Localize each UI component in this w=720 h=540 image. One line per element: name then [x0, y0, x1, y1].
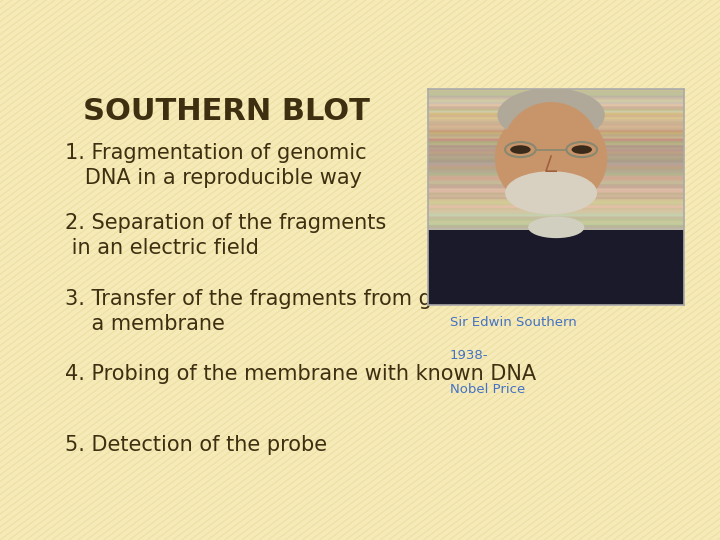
Text: (1977): (1977): [443, 97, 519, 117]
Text: 2. Separation of the fragments
 in an electric field: 2. Separation of the fragments in an ele…: [65, 213, 386, 258]
Text: 1938-: 1938-: [450, 349, 488, 362]
Ellipse shape: [498, 88, 605, 142]
Ellipse shape: [505, 171, 597, 214]
Text: Nobel Price: Nobel Price: [450, 383, 526, 396]
Text: 4. Probing of the membrane with known DNA: 4. Probing of the membrane with known DN…: [65, 364, 536, 384]
Bar: [428, 230, 684, 305]
Ellipse shape: [572, 145, 592, 154]
Text: SOUTHERN BLOT: SOUTHERN BLOT: [83, 97, 369, 126]
Ellipse shape: [510, 145, 531, 154]
Ellipse shape: [495, 106, 607, 210]
Text: 3. Transfer of the fragments from gel to
    a membrane: 3. Transfer of the fragments from gel to…: [65, 289, 478, 334]
Text: Sir Edwin Southern: Sir Edwin Southern: [450, 316, 577, 329]
Ellipse shape: [528, 217, 585, 238]
Ellipse shape: [503, 102, 600, 197]
Text: 5. Detection of the probe: 5. Detection of the probe: [65, 435, 327, 455]
Text: 1. Fragmentation of genomic
   DNA in a reproducible way: 1. Fragmentation of genomic DNA in a rep…: [65, 143, 366, 188]
